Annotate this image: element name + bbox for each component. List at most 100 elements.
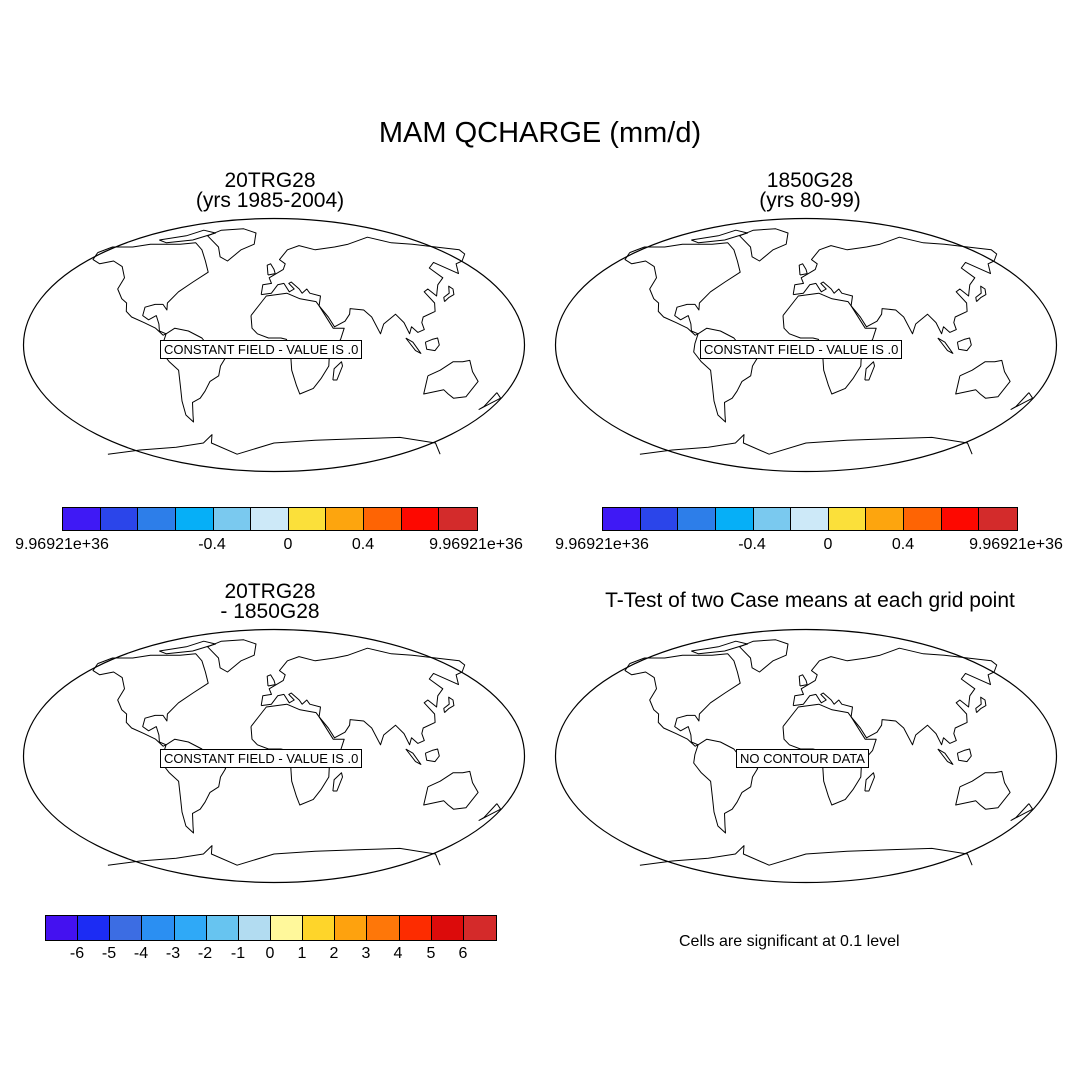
panel-1-title-line1: 20TRG28 <box>224 169 316 192</box>
coastline <box>955 359 1011 399</box>
colorbar-cell <box>828 508 867 530</box>
panel-1-colorbar <box>62 507 478 531</box>
colorbar-cell <box>206 916 239 940</box>
colorbar-cell <box>46 916 79 940</box>
panel-2-message: CONSTANT FIELD - VALUE IS .0 <box>700 340 903 359</box>
panel-3-map <box>22 628 526 884</box>
map-outline <box>22 628 526 884</box>
coastline <box>260 647 466 746</box>
colorbar-cell <box>603 508 641 530</box>
coastline <box>260 236 466 335</box>
coastline <box>266 674 276 687</box>
colorbar-cell <box>401 508 440 530</box>
colorbar-cell <box>791 508 829 530</box>
coastline <box>624 653 741 747</box>
coastline <box>250 292 345 395</box>
difference-colorbar <box>45 915 497 941</box>
colorbar-cell <box>288 508 327 530</box>
colorbar-label: 5 <box>426 945 436 962</box>
panel-2-map <box>554 217 1058 473</box>
colorbar-cell <box>367 916 400 940</box>
colorbar-label: -1 <box>230 945 246 962</box>
coastline <box>159 229 216 244</box>
colorbar-cell <box>238 916 271 940</box>
panel-2-title: 1850G28 (yrs 80-99) <box>660 170 960 212</box>
coastline <box>792 236 998 335</box>
colorbar-label: -3 <box>165 945 181 962</box>
coastline <box>937 748 954 765</box>
coastline <box>956 337 972 352</box>
colorbar-cell <box>270 916 304 940</box>
difference-colorbar-labels: -6 -5 -4 -3 -2 -1 0 1 2 3 4 5 6 <box>45 945 495 965</box>
colorbar-label: 0 <box>823 536 833 553</box>
panel-1-title-line2: (yrs 1985-2004) <box>195 189 345 212</box>
colorbar-label: -6 <box>69 945 85 962</box>
coastline <box>975 285 987 302</box>
colorbar-label: 9.96921e+36 <box>555 536 649 553</box>
panel-3-message: CONSTANT FIELD - VALUE IS .0 <box>160 749 363 768</box>
coastline <box>792 647 998 746</box>
colorbar-cell <box>866 508 904 530</box>
colorbar-cell <box>78 916 111 940</box>
panel-1-map <box>22 217 526 473</box>
panel-1-message: CONSTANT FIELD - VALUE IS .0 <box>160 340 363 359</box>
colorbar-label: 1 <box>297 945 307 962</box>
coastline <box>1010 803 1034 821</box>
colorbar-label: 9.96921e+36 <box>969 536 1063 553</box>
panel-4-title: T-Test of two Case means at each grid po… <box>560 589 1060 612</box>
colorbar-label: 2 <box>329 945 339 962</box>
colorbar-label: 0.4 <box>891 536 915 553</box>
coastline <box>159 640 216 655</box>
coastline <box>443 285 455 302</box>
colorbar-cell <box>63 508 101 530</box>
panel-4-title-line1: T-Test of two Case means at each grid po… <box>605 589 1015 612</box>
colorbar-label: 4 <box>393 945 403 962</box>
significance-note: Cells are significant at 0.1 level <box>679 933 900 950</box>
panel-1-title: 20TRG28 (yrs 1985-2004) <box>120 169 420 212</box>
colorbar-cell <box>715 508 754 530</box>
coastline <box>691 229 748 244</box>
colorbar-cell <box>753 508 792 530</box>
coastline <box>207 639 257 673</box>
colorbar-label: 9.96921e+36 <box>15 536 109 553</box>
colorbar-label: -0.4 <box>738 536 766 553</box>
colorbar-cell <box>364 508 402 530</box>
coastline <box>739 639 789 673</box>
colorbar-cell <box>979 508 1017 530</box>
coastline <box>405 748 422 765</box>
colorbar-cell <box>640 508 679 530</box>
colorbar-cell <box>138 508 176 530</box>
colorbar-label: 0 <box>283 536 293 553</box>
colorbar-label: 6 <box>458 945 468 962</box>
colorbar-cell <box>110 916 143 940</box>
coastline <box>266 263 276 276</box>
coastline <box>424 337 440 352</box>
colorbar-label: -2 <box>197 945 213 962</box>
coastline <box>864 361 875 381</box>
coastline <box>107 434 441 455</box>
colorbar-label: 3 <box>361 945 371 962</box>
colorbar-cell <box>678 508 716 530</box>
panel-3-title-line1: 20TRG28 <box>224 580 316 603</box>
coastline <box>798 263 808 276</box>
coastline <box>332 772 343 792</box>
colorbar-cell <box>439 508 477 530</box>
coastline <box>864 772 875 792</box>
panel-2-colorbar-labels: 9.96921e+36 -0.4 0 0.4 9.96921e+36 <box>555 536 1063 556</box>
panel-2-title-line2: (yrs 80-99) <box>759 189 861 212</box>
coastline <box>956 748 972 763</box>
colorbar-cell <box>941 508 980 530</box>
coastline <box>107 845 441 866</box>
colorbar-label: -0.4 <box>198 536 226 553</box>
coastline <box>424 748 440 763</box>
coastline <box>405 337 422 354</box>
coastline <box>478 392 502 410</box>
coastline <box>955 770 1011 810</box>
colorbar-cell <box>904 508 942 530</box>
colorbar-cell <box>326 508 364 530</box>
coastline <box>443 696 455 713</box>
map-outline <box>554 628 1058 884</box>
colorbar-cell <box>251 508 289 530</box>
colorbar-cell <box>335 916 368 940</box>
map-outline <box>22 217 526 473</box>
